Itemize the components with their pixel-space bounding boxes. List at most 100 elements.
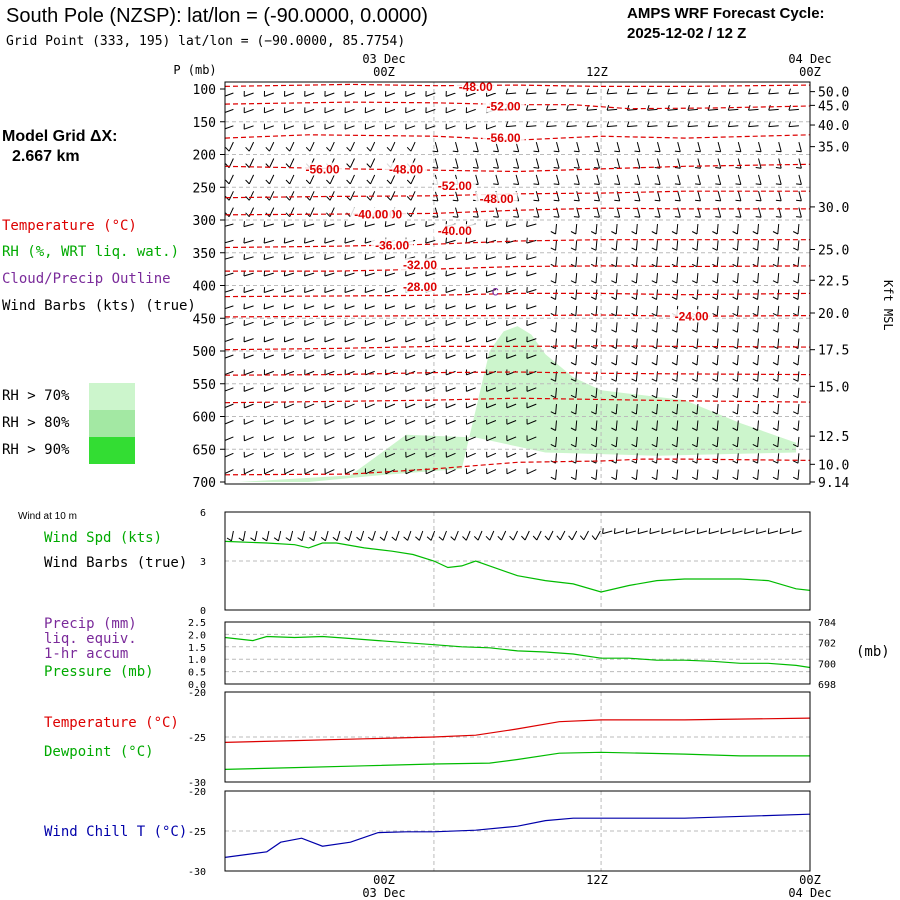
upper-wind-barb — [590, 404, 598, 415]
wind-barb-glyph — [744, 528, 755, 535]
upper-wind-barb — [614, 141, 621, 153]
temperature-contour-label: -24.00 — [675, 309, 709, 323]
rh-key-70-label: RH > 70% — [2, 388, 70, 404]
wind-barb-glyph — [245, 207, 255, 218]
wind-barb-glyph — [631, 240, 638, 251]
wind-barb-glyph — [732, 273, 739, 284]
wind-barb-glyph — [755, 174, 762, 185]
wind-barb-glyph — [425, 435, 436, 442]
wind-barb-glyph — [792, 240, 800, 251]
pressure-tick-label: 300 — [193, 214, 216, 229]
upper-wind-barb — [566, 88, 577, 95]
wind-barb-glyph — [631, 273, 638, 284]
upper-wind-barb — [385, 402, 396, 409]
wind-barb-glyph — [712, 486, 718, 496]
upper-wind-barb — [432, 158, 439, 169]
temperature-panel-ticks: -20-25-30 — [188, 688, 206, 789]
wind-barb-glyph — [346, 191, 355, 201]
wind-barb-glyph — [384, 287, 396, 293]
pressure-unit-label: (mb) — [856, 644, 890, 660]
upper-wind-barb — [324, 451, 335, 458]
upper-wind-barb — [425, 123, 436, 130]
wind-barb-glyph — [533, 207, 540, 218]
height-tick-label: 10.0 — [818, 458, 849, 473]
cloud-outline-layer: c — [492, 282, 499, 298]
wind-barb-glyph — [631, 256, 638, 268]
upper-wind-barb — [632, 486, 638, 496]
wind-barb-glyph — [344, 287, 355, 293]
wind-barb-glyph — [405, 418, 416, 425]
upper-wind-barb — [752, 223, 759, 235]
temperature-legend: Temperature (°C) — [44, 715, 179, 731]
wind-barb-glyph — [325, 485, 334, 490]
upper-wind-barb — [752, 453, 759, 464]
wind-barb-glyph — [550, 469, 557, 481]
wind-barb-glyph — [732, 453, 739, 464]
upper-wind-barb — [631, 338, 638, 350]
wind-barb-glyph — [324, 402, 335, 409]
upper-wind-barb — [715, 207, 722, 218]
upper-wind-barb — [284, 352, 295, 359]
wind-barb-glyph — [752, 273, 759, 284]
wind-barb-glyph — [708, 528, 719, 535]
upper-wind-barb — [284, 336, 295, 343]
upper-wind-barb — [674, 174, 681, 185]
wind-barb-glyph — [752, 256, 759, 268]
wind-barb-glyph — [367, 530, 376, 541]
wind-barb-glyph — [265, 141, 275, 152]
upper-wind-barb — [344, 254, 355, 260]
upper-wind-barb — [465, 303, 476, 310]
upper-wind-barb — [263, 237, 274, 244]
wind-barb-glyph — [553, 191, 560, 202]
upper-wind-barb — [364, 385, 375, 392]
wind-barb-glyph — [425, 385, 436, 392]
wind-barb-glyph — [649, 528, 660, 535]
wind-barb-glyph — [793, 486, 799, 496]
surface-wind-barb — [521, 530, 530, 541]
upper-wind-barb — [344, 123, 355, 130]
wind-barb-glyph — [425, 402, 436, 409]
wind-barb-glyph — [707, 121, 719, 128]
wind-barb-glyph — [225, 420, 234, 425]
upper-air-wind-barbs — [225, 88, 802, 496]
upper-wind-barb — [611, 305, 618, 317]
upper-wind-barb — [364, 90, 375, 97]
wind-barb-glyph — [651, 322, 658, 333]
wind-barb-glyph — [445, 320, 456, 326]
upper-wind-barb — [445, 287, 456, 293]
wind-barb-glyph — [796, 174, 802, 185]
wind-barb-glyph — [513, 174, 520, 185]
upper-wind-barb — [452, 158, 459, 169]
wind-barb-glyph — [674, 191, 681, 202]
wind-barb-glyph — [654, 174, 661, 185]
wind-barb-glyph — [772, 420, 780, 431]
upper-wind-barb — [445, 352, 456, 359]
wind-barb-glyph — [695, 191, 701, 202]
upper-wind-barb — [672, 486, 678, 496]
wind-barb-glyph — [631, 223, 638, 235]
wind-barb-glyph — [732, 420, 739, 431]
upper-wind-barb — [366, 174, 376, 185]
upper-wind-barb — [712, 387, 719, 399]
wind-barb-glyph — [526, 320, 537, 326]
wind-barb-glyph — [712, 371, 719, 382]
upper-wind-barb — [526, 320, 537, 326]
upper-wind-barb — [445, 303, 456, 310]
upper-wind-barb — [445, 386, 456, 392]
upper-wind-barb — [526, 402, 537, 409]
upper-wind-barb — [243, 402, 254, 409]
upper-wind-barb — [304, 352, 315, 359]
upper-wind-barb — [611, 387, 618, 399]
upper-wind-barb — [792, 289, 800, 300]
upper-wind-barb — [304, 107, 315, 114]
upper-wind-barb — [245, 207, 255, 218]
wind-barb-glyph — [611, 420, 618, 431]
wind-barb-glyph — [487, 485, 496, 490]
wind-barb-glyph — [667, 121, 678, 128]
temperature-contour-label: -48.00 — [480, 192, 514, 206]
upper-wind-barb — [405, 352, 416, 359]
upper-wind-barb — [405, 107, 416, 114]
upper-wind-barb — [691, 436, 699, 448]
wind-barb-glyph — [304, 385, 315, 392]
upper-wind-barb — [654, 141, 661, 153]
